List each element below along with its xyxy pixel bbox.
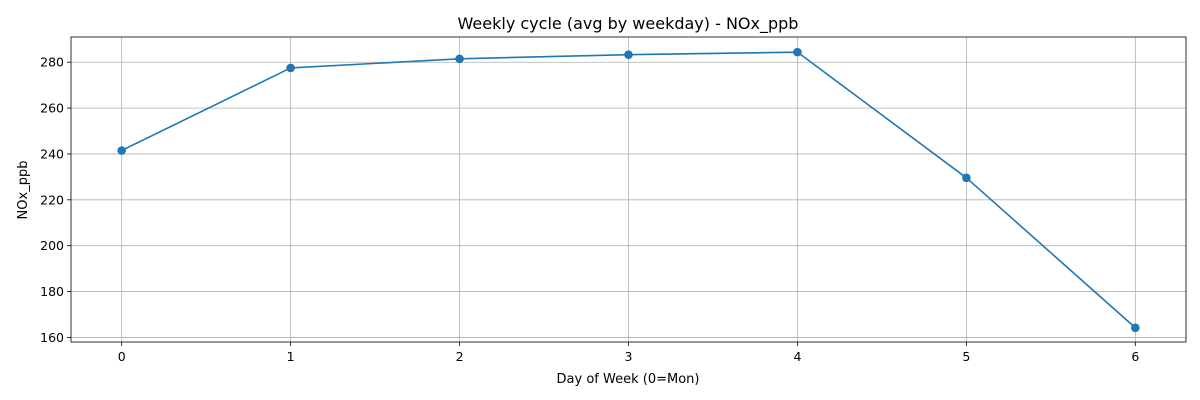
chart-title: Weekly cycle (avg by weekday) - NOx_ppb xyxy=(458,14,799,34)
series xyxy=(117,47,1140,333)
data-point xyxy=(286,63,295,73)
data-point xyxy=(455,54,464,64)
y-axis-label: NOx_ppb xyxy=(16,161,31,220)
x-tick-label: 1 xyxy=(287,349,295,364)
x-tick-label: 3 xyxy=(625,349,633,364)
y-tick-label: 200 xyxy=(40,238,64,253)
x-axis-label: Day of Week (0=Mon) xyxy=(557,372,700,387)
x-tick-label: 5 xyxy=(962,349,970,364)
y-tick-label: 180 xyxy=(40,284,64,299)
data-point xyxy=(962,173,971,183)
data-point xyxy=(1131,323,1140,333)
axis-ticks: 0 1 2 3 4 5 6 160 180 200 220 240 260 280 xyxy=(40,55,1139,364)
y-tick-label: 160 xyxy=(40,330,64,345)
data-point xyxy=(793,47,802,57)
y-tick-label: 260 xyxy=(40,101,64,116)
x-tick-label: 6 xyxy=(1131,349,1139,364)
data-point xyxy=(117,146,126,155)
x-tick-label: 0 xyxy=(118,349,126,364)
y-tick-label: 240 xyxy=(40,146,64,161)
x-tick-label: 4 xyxy=(793,349,801,364)
grid xyxy=(71,37,1186,342)
y-tick-label: 280 xyxy=(40,55,64,70)
data-point xyxy=(624,50,633,59)
x-tick-label: 2 xyxy=(456,349,464,364)
y-tick-label: 220 xyxy=(40,192,64,207)
